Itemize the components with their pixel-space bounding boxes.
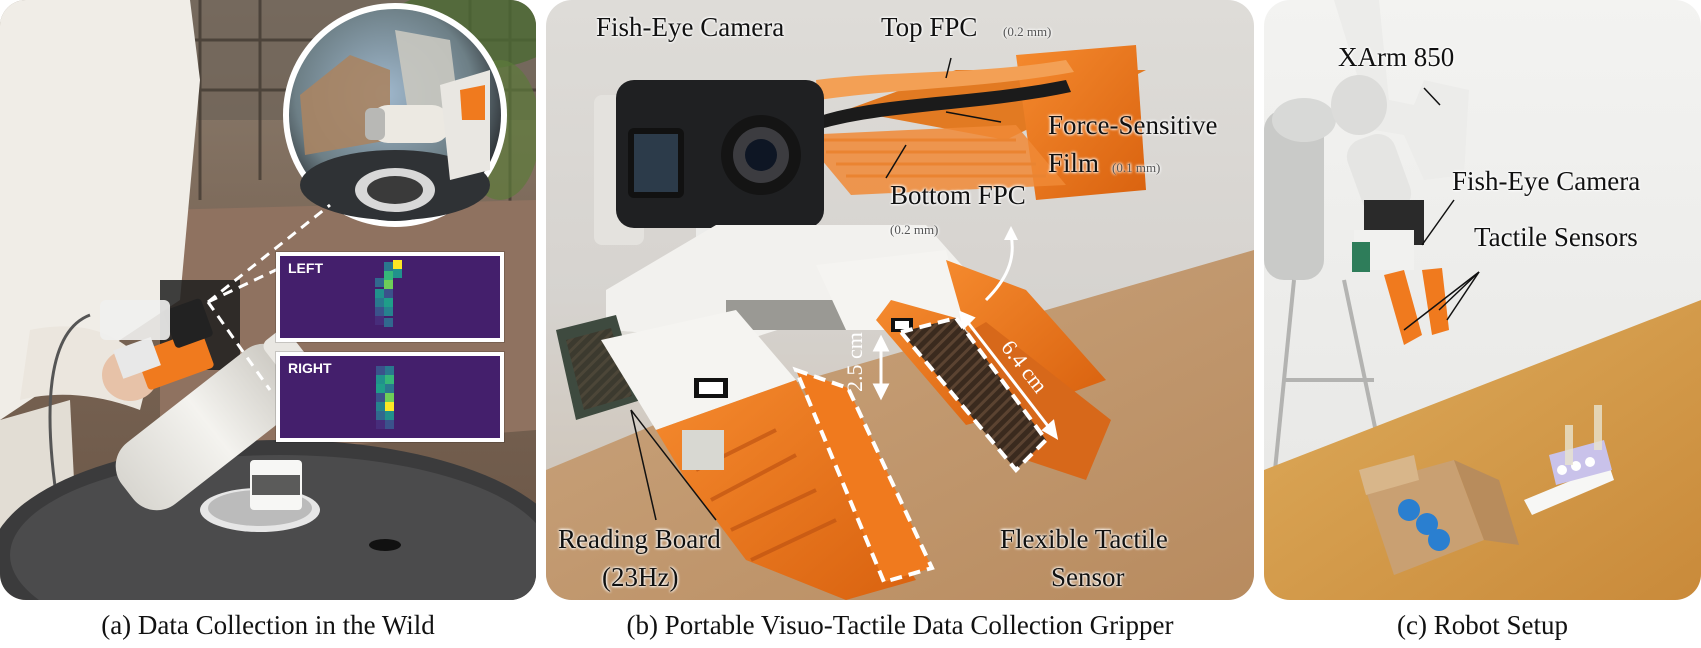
- label-tactile-sensor-1: Flexible Tactile: [1000, 524, 1168, 554]
- label-bottom-fpc: Bottom FPC: [890, 180, 1026, 210]
- label-tactile-sensors: Tactile Sensors: [1474, 222, 1638, 252]
- label-reading-board-2: (23Hz): [602, 562, 679, 592]
- panel-b-photo: Fish-Eye Camera Top FPC (0.2 mm) Force-S…: [546, 0, 1254, 600]
- panel-c-scene: [1264, 0, 1701, 600]
- caption-c: (c) Robot Setup: [1397, 610, 1568, 640]
- panel-c-photo: XArm 850 Fish-Eye Camera Tactile Sensors: [1264, 0, 1701, 600]
- heatmap-right-label: RIGHT: [288, 360, 332, 376]
- label-reading-board-1: Reading Board: [558, 524, 721, 554]
- label-tactile-sensor-2: Sensor: [1051, 562, 1125, 592]
- panel-a-scene: [0, 0, 536, 600]
- panel-b-scene: [546, 0, 1254, 600]
- label-bottom-fpc-size: (0.2 mm): [890, 222, 939, 237]
- label-force-film-size: (0.1 mm): [1112, 160, 1161, 175]
- label-xarm: XArm 850: [1338, 42, 1455, 72]
- label-fisheye-camera-b: Fish-Eye Camera: [596, 12, 785, 42]
- panel-a-photo: LEFT RIGHT: [0, 0, 536, 600]
- label-fisheye-camera-c: Fish-Eye Camera: [1452, 166, 1641, 196]
- heatmap-left: LEFT: [276, 252, 504, 342]
- label-top-fpc: Top FPC: [881, 12, 978, 42]
- label-force-film-2: Film: [1048, 148, 1100, 178]
- label-force-film-1: Force-Sensitive: [1048, 110, 1218, 140]
- label-dim-width: 2.5 cm: [842, 332, 867, 392]
- heatmap-right-cells: [376, 366, 394, 429]
- heatmap-left-cells: [375, 260, 402, 327]
- label-top-fpc-size: (0.2 mm): [1003, 24, 1052, 39]
- heatmap-right: RIGHT: [276, 352, 504, 442]
- caption-a: (a) Data Collection in the Wild: [101, 610, 435, 640]
- heatmap-left-label: LEFT: [288, 260, 323, 276]
- caption-b: (b) Portable Visuo-Tactile Data Collecti…: [626, 610, 1174, 640]
